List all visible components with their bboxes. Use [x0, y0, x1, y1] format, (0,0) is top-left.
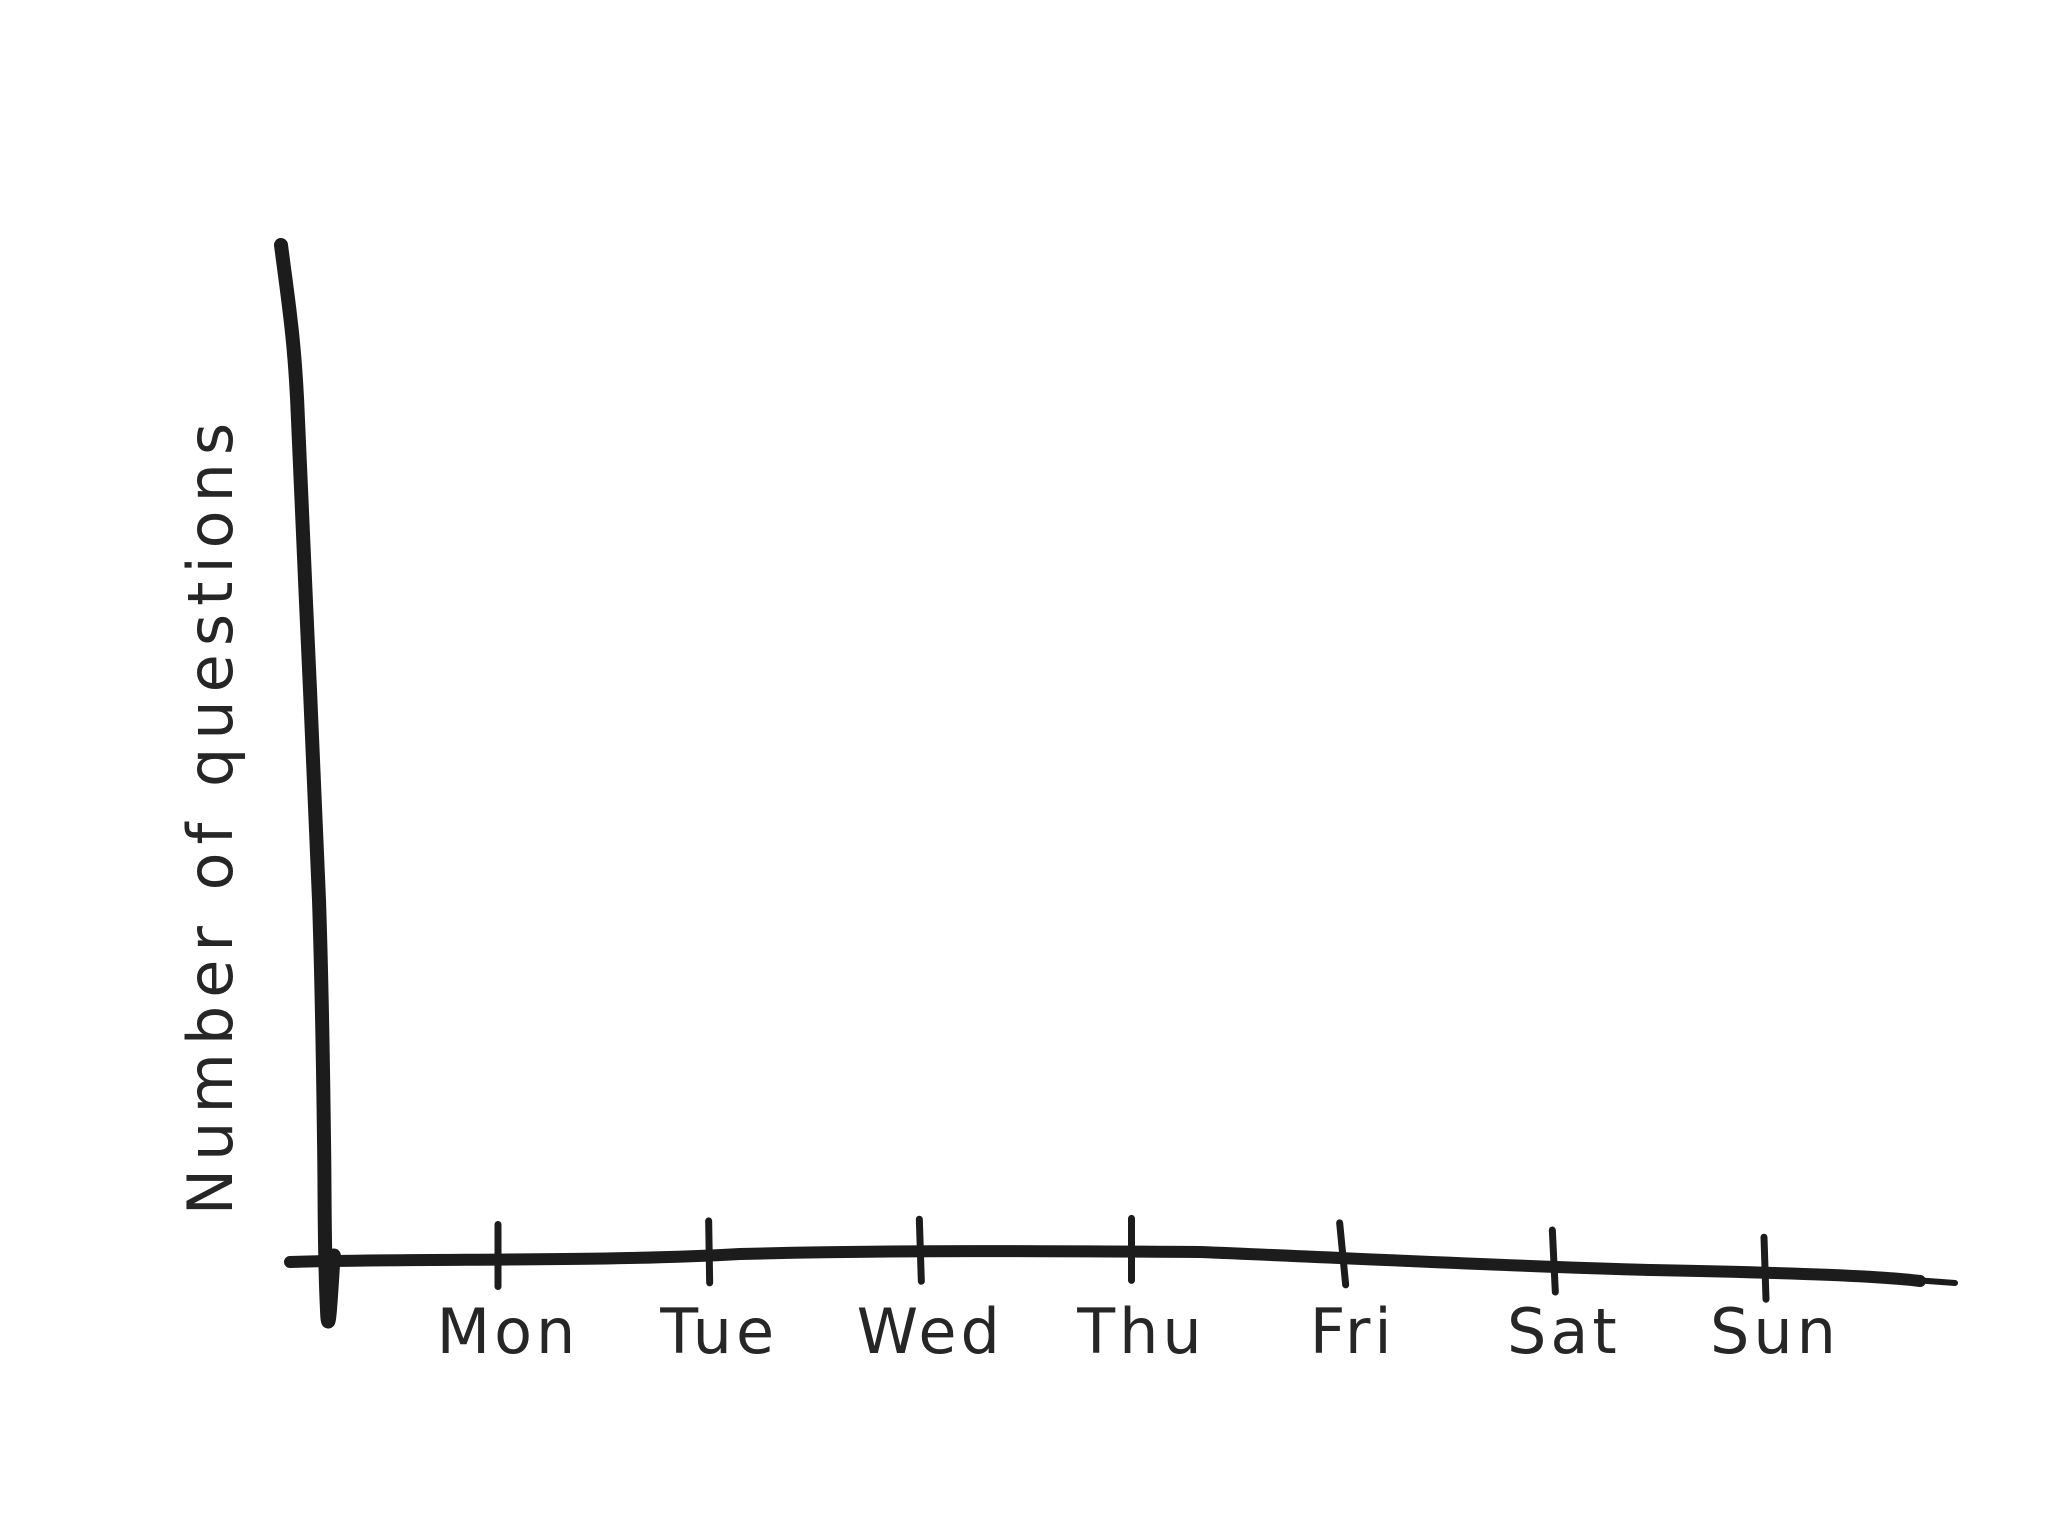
x-ticks — [494, 1214, 1770, 1303]
x-tick-sun — [1760, 1233, 1770, 1303]
x-tick-sat — [1548, 1226, 1559, 1296]
x-tick-label-wed: Wed — [857, 1295, 1004, 1368]
x-tick-labels: Mon Tue Wed Thu Fri Sat Sun — [437, 1295, 1840, 1368]
x-tick-tue — [705, 1217, 714, 1287]
x-tick-label-sun: Sun — [1710, 1295, 1840, 1368]
x-tick-fri — [1336, 1219, 1350, 1289]
axes — [274, 238, 1958, 1329]
axis-origin-overlap — [286, 1254, 334, 1266]
x-tick-label-tue: Tue — [659, 1295, 778, 1368]
x-tick-wed — [915, 1215, 925, 1285]
x-tick-label-mon: Mon — [437, 1295, 580, 1368]
x-tick-label-fri: Fri — [1310, 1295, 1396, 1368]
x-tick-label-thu: Thu — [1076, 1295, 1205, 1368]
y-axis-line — [274, 238, 341, 1329]
x-axis-tail — [1857, 1273, 1958, 1286]
y-axis-label: Number of questions — [174, 415, 247, 1215]
x-axis-line — [284, 1245, 1926, 1287]
x-tick-label-sat: Sat — [1507, 1295, 1621, 1368]
